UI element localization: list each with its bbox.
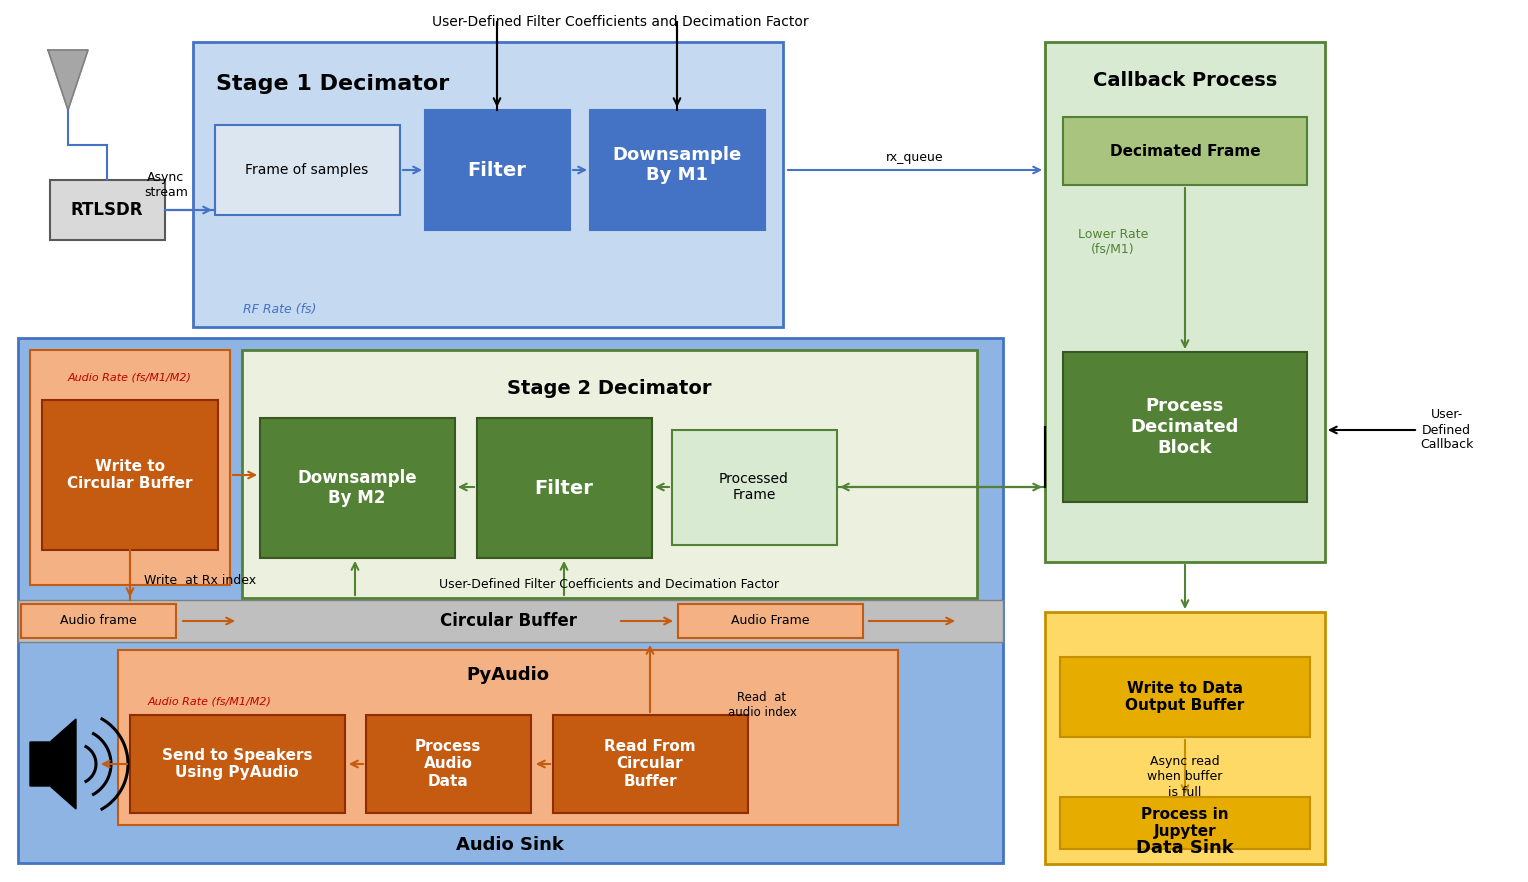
Text: Audio Sink: Audio Sink: [455, 836, 564, 854]
Bar: [1063, 117, 1306, 185]
Text: User-Defined Filter Coefficients and Decimation Factor: User-Defined Filter Coefficients and Dec…: [432, 15, 808, 29]
Bar: [590, 110, 766, 230]
Text: Audio Rate (fs/M1/M2): Audio Rate (fs/M1/M2): [69, 373, 193, 383]
Text: Processed
Frame: Processed Frame: [720, 472, 788, 502]
Bar: [18, 600, 1002, 642]
Text: RF Rate (fs): RF Rate (fs): [243, 303, 316, 316]
Bar: [1045, 612, 1325, 864]
Bar: [672, 430, 837, 545]
Text: Write  at Rx index: Write at Rx index: [144, 573, 257, 587]
Text: Read From
Circular
Buffer: Read From Circular Buffer: [604, 739, 695, 789]
Bar: [215, 125, 400, 215]
Text: Read  at
audio index: Read at audio index: [727, 691, 796, 719]
Text: Audio frame: Audio frame: [60, 615, 136, 627]
Bar: [1045, 42, 1325, 562]
Bar: [1060, 797, 1309, 849]
Text: Write to Data
Output Buffer: Write to Data Output Buffer: [1126, 681, 1245, 714]
Bar: [367, 715, 532, 813]
Text: rx_queue: rx_queue: [886, 152, 944, 165]
Bar: [21, 604, 176, 638]
Bar: [1063, 352, 1306, 502]
Text: User-
Defined
Callback: User- Defined Callback: [1420, 408, 1473, 452]
Bar: [50, 180, 165, 240]
Text: Process
Audio
Data: Process Audio Data: [414, 739, 481, 789]
Text: Filter: Filter: [468, 161, 527, 180]
Bar: [193, 42, 782, 327]
Text: Circular Buffer: Circular Buffer: [440, 612, 576, 630]
Bar: [477, 418, 652, 558]
Bar: [130, 715, 345, 813]
Bar: [425, 110, 570, 230]
Polygon shape: [47, 50, 89, 110]
Text: Audio Frame: Audio Frame: [730, 615, 810, 627]
Text: Downsample
By M1: Downsample By M1: [613, 146, 741, 184]
Text: User-Defined Filter Coefficients and Decimation Factor: User-Defined Filter Coefficients and Dec…: [439, 578, 779, 591]
Bar: [678, 604, 863, 638]
Text: Lower Rate
(fs/M1): Lower Rate (fs/M1): [1077, 228, 1148, 256]
Text: Stage 1 Decimator: Stage 1 Decimator: [217, 74, 449, 94]
Bar: [118, 650, 898, 825]
Text: Filter: Filter: [535, 479, 593, 497]
Text: Downsample
By M2: Downsample By M2: [296, 468, 417, 507]
Text: Callback Process: Callback Process: [1093, 71, 1277, 89]
Bar: [260, 418, 455, 558]
Text: Decimated Frame: Decimated Frame: [1109, 144, 1261, 159]
Bar: [41, 400, 219, 550]
Text: PyAudio: PyAudio: [466, 666, 550, 684]
Bar: [1060, 657, 1309, 737]
Bar: [241, 350, 976, 598]
Polygon shape: [31, 719, 76, 809]
Text: Data Sink: Data Sink: [1137, 839, 1235, 857]
Text: Send to Speakers
Using PyAudio: Send to Speakers Using PyAudio: [162, 748, 312, 781]
Text: Process in
Jupyter: Process in Jupyter: [1141, 807, 1229, 839]
Bar: [31, 350, 231, 585]
Text: Audio Rate (fs/M1/M2): Audio Rate (fs/M1/M2): [148, 697, 272, 707]
Text: Process
Decimated
Block: Process Decimated Block: [1131, 397, 1239, 457]
Text: Async read
when buffer
is full: Async read when buffer is full: [1148, 756, 1222, 798]
Text: RTLSDR: RTLSDR: [70, 201, 144, 219]
Bar: [18, 338, 1002, 863]
Text: Async
stream: Async stream: [144, 171, 188, 199]
Bar: [553, 715, 749, 813]
Text: Stage 2 Decimator: Stage 2 Decimator: [507, 378, 711, 398]
Text: Write to
Circular Buffer: Write to Circular Buffer: [67, 459, 193, 491]
Text: Frame of samples: Frame of samples: [246, 163, 368, 177]
